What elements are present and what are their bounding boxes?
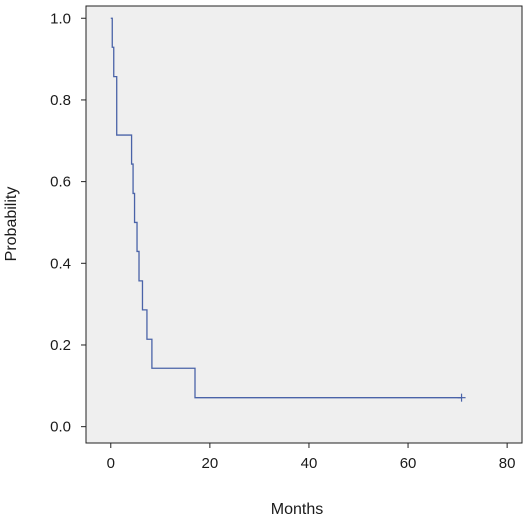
- y-tick-label: 0.4: [50, 255, 71, 272]
- y-tick-label: 1.0: [50, 10, 71, 27]
- x-tick-label: 0: [107, 455, 115, 472]
- x-tick-label: 40: [301, 455, 318, 472]
- x-tick-label: 20: [202, 455, 219, 472]
- x-tick-label: 80: [499, 455, 516, 472]
- y-tick-label: 0.8: [50, 92, 71, 109]
- y-tick-label: 0.0: [50, 419, 71, 436]
- y-tick-label: 0.6: [50, 174, 71, 191]
- censor-mark: [457, 393, 466, 402]
- x-axis-title: Months: [271, 501, 323, 517]
- survival-curve: [110, 17, 462, 399]
- censor-marks: [457, 393, 466, 402]
- y-tick-label: 0.2: [50, 337, 71, 354]
- x-tick-label: 60: [400, 455, 417, 472]
- y-axis-ticks: 0.0 0.2 0.4 0.6 0.8 1.0: [50, 10, 86, 436]
- plot-area: [85, 5, 523, 444]
- y-axis-title: Probability: [3, 187, 20, 262]
- x-axis-ticks: 0 20 40 60 80: [107, 443, 516, 472]
